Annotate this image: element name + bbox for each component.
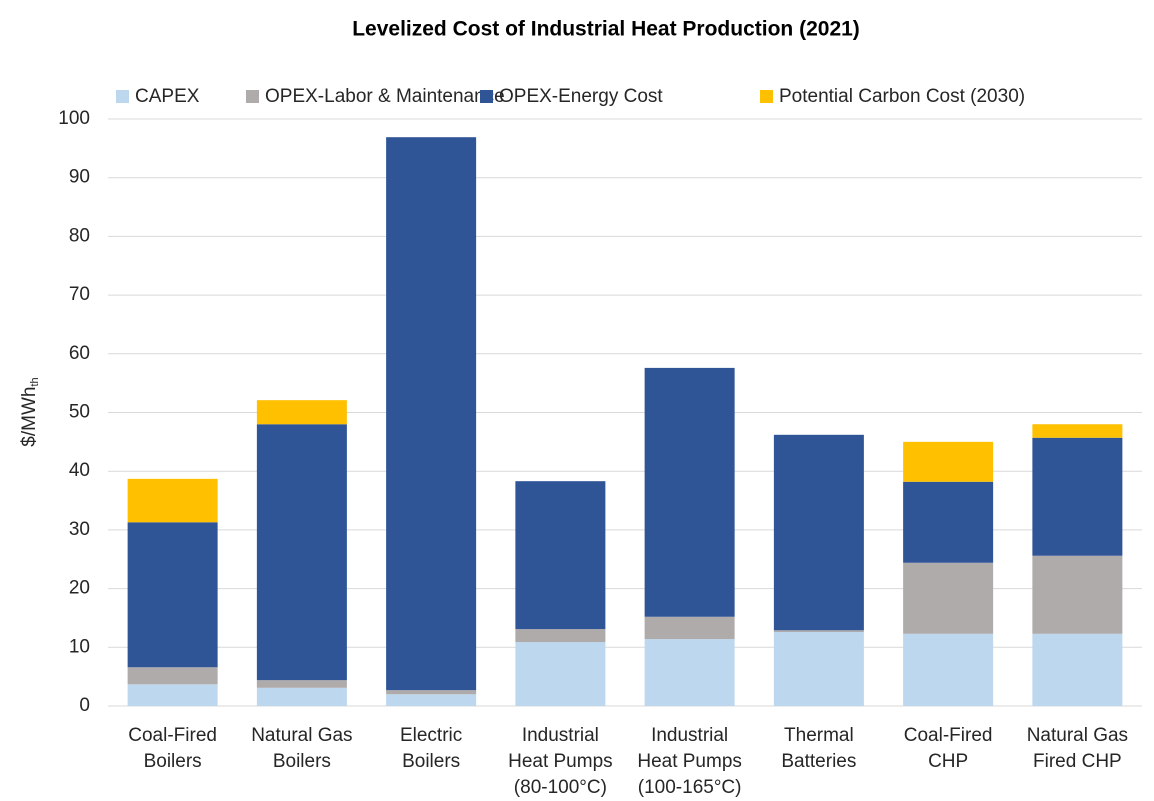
bar-segment	[256, 680, 347, 688]
bar-segment	[1032, 555, 1123, 634]
bar-segment	[1032, 633, 1123, 706]
bar-segment	[127, 522, 218, 668]
y-tick-label: 70	[69, 284, 90, 305]
x-tick-label: Natural Gas Fired CHP	[1027, 725, 1128, 772]
y-tick-label: 20	[69, 578, 90, 599]
bar-segment	[644, 639, 735, 706]
legend-label: OPEX-Energy Cost	[499, 86, 663, 107]
bar-segment	[773, 632, 864, 706]
x-tick-label: Natural Gas Boilers	[251, 725, 352, 772]
legend-swatch	[760, 90, 773, 103]
bar-segment	[386, 694, 477, 706]
legend-label: OPEX-Labor & Maintenance	[265, 86, 505, 107]
x-tick-label: Coal-Fired CHP	[904, 725, 993, 772]
y-tick-label: 0	[79, 695, 90, 716]
bar-segment	[127, 684, 218, 706]
x-tick-label: Industrial Heat Pumps (80-100°C)	[508, 725, 613, 798]
bar-segment	[515, 629, 606, 643]
y-tick-label: 100	[58, 108, 90, 129]
y-tick-label: 10	[69, 636, 90, 657]
y-tick-label: 90	[69, 167, 90, 188]
x-tick-label: Industrial Heat Pumps (100-165°C)	[637, 725, 742, 798]
chart-title: Levelized Cost of Industrial Heat Produc…	[352, 18, 860, 41]
y-axis-label-sub: th	[29, 377, 41, 386]
y-tick-label: 30	[69, 519, 90, 540]
legend-label: Potential Carbon Cost (2030)	[779, 86, 1025, 107]
bar-segment	[903, 633, 994, 706]
bar-segment	[903, 562, 994, 634]
bar-segment	[515, 642, 606, 706]
x-tick-label: Thermal Batteries	[781, 725, 856, 772]
legend-swatch	[246, 90, 259, 103]
bar-segment	[773, 630, 864, 633]
bar-segment	[386, 690, 477, 695]
y-axis-label: $/MWhth	[19, 377, 41, 446]
bar-segment	[1032, 424, 1123, 438]
bar-segment	[515, 481, 606, 630]
y-tick-label: 50	[69, 402, 90, 423]
bar-segment	[644, 367, 735, 617]
y-tick-label: 60	[69, 343, 90, 364]
y-tick-label: 40	[69, 460, 90, 481]
x-tick-label: Electric Boilers	[400, 725, 462, 772]
bar-segment	[386, 137, 477, 691]
legend-label: CAPEX	[135, 86, 200, 107]
bar-segment	[256, 400, 347, 425]
bar-segment	[256, 424, 347, 681]
bar-segment	[127, 667, 218, 685]
y-tick-label: 80	[69, 225, 90, 246]
bar-segment	[1032, 437, 1123, 556]
legend-swatch	[116, 90, 129, 103]
bar-segment	[773, 434, 864, 631]
legend-swatch	[480, 90, 493, 103]
bar-segment	[903, 441, 994, 482]
x-tick-label: Coal-Fired Boilers	[128, 725, 217, 772]
y-axis-label-main: $/MWh	[19, 387, 40, 447]
bar-segment	[127, 478, 218, 523]
bar-segment	[644, 616, 735, 640]
bar-segment	[256, 687, 347, 706]
bar-segment	[903, 481, 994, 563]
